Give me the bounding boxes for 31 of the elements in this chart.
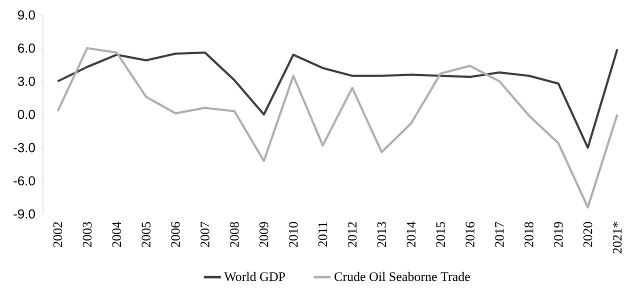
x-tick-label: 2009 [259,222,268,247]
y-tick-label: -9.0 [14,209,35,219]
x-tick-label: 2014 [406,222,416,247]
x-tick-label: 2012 [348,222,357,247]
x-tick-label: 2005 [142,222,150,247]
y-tick-label: 3.0 [18,76,35,86]
legend-label: Crude Oil Seaborne Trade [334,272,470,282]
x-tick-label: 2015 [436,222,445,247]
y-tick-label: 6.0 [18,44,35,53]
legend-label: World GDP [224,272,286,282]
x-tick-label: 2018 [524,222,534,247]
y-tick-label: -3.0 [14,143,35,152]
x-tick-label: 2003 [82,222,92,247]
line-series [56,47,618,208]
x-tick-label: 2002 [53,222,62,247]
y-tick-label: -6.0 [14,176,35,186]
x-tick-label: 2013 [377,222,386,247]
x-tick-label: 2006 [171,222,180,247]
x-tick-label: 2019 [554,222,563,247]
x-tick-label: 2020 [583,222,592,247]
x-tick-label: 2004 [112,222,122,247]
x-tick-label: 2007 [200,222,210,247]
x-tick-label: 2021* [612,222,622,254]
y-tick-label: 0.0 [18,110,35,120]
x-tick-label: 2011 [318,222,328,246]
line-series [56,48,618,149]
y-tick-label: 9.0 [18,10,35,20]
x-tick-label: 2010 [288,222,298,247]
x-tick-label: 2017 [495,222,504,247]
x-tick-label: 2016 [466,222,474,247]
x-tick-label: 2008 [230,222,239,247]
